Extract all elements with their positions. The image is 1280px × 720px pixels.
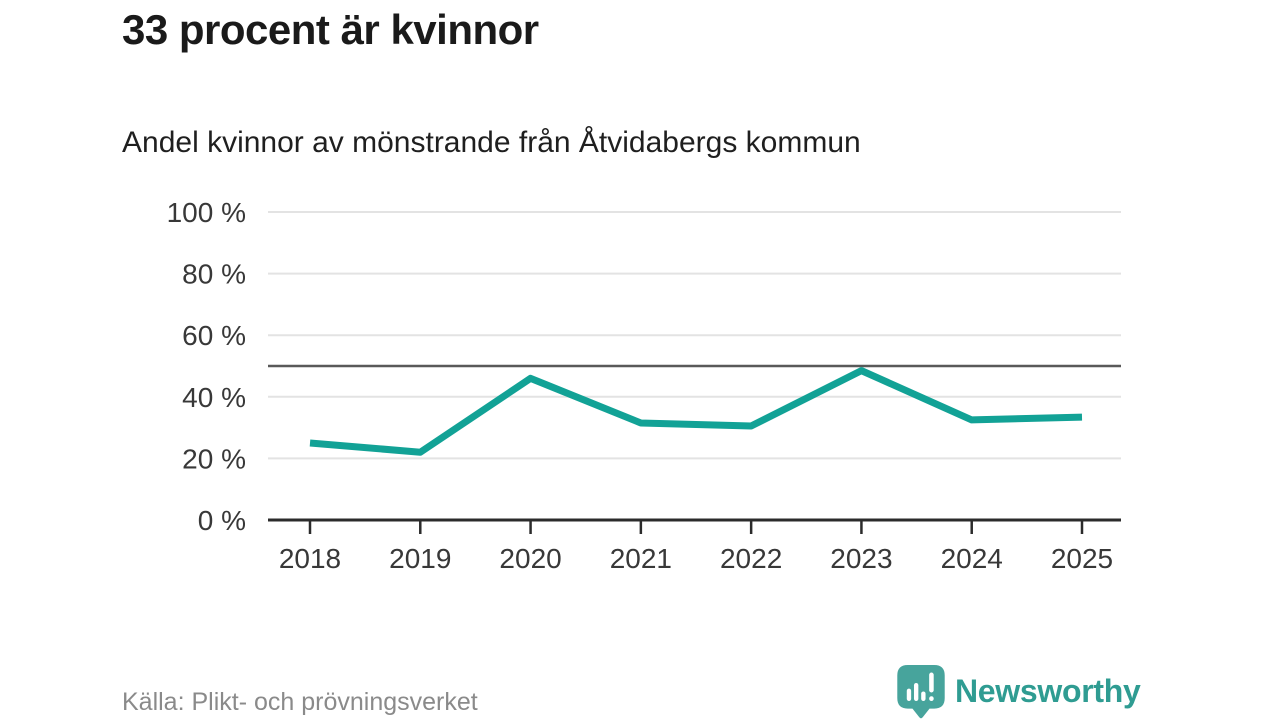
y-tick-label: 60 % [182,320,246,351]
x-tick-label: 2022 [720,543,782,574]
y-tick-label: 40 % [182,382,246,413]
newsworthy-logo-text: Newsworthy [955,673,1141,709]
chart-title: 33 procent är kvinnor [122,6,539,53]
y-tick-label: 0 % [198,505,246,536]
x-tick-label: 2024 [941,543,1003,574]
newsworthy-logo: Newsworthy [896,664,1141,719]
source-text: Källa: Plikt- och prövningsverket [122,688,478,716]
x-tick-label: 2018 [279,543,341,574]
chart-subtitle: Andel kvinnor av mönstrande från Åtvidab… [122,126,861,159]
data-line [309,367,1083,456]
y-tick-label: 80 % [182,259,246,290]
x-tick-label: 2020 [499,543,561,574]
x-tick-label: 2021 [610,543,672,574]
newsworthy-logo-icon [897,664,945,719]
x-tick-label: 2019 [389,543,451,574]
y-tick-label: 20 % [182,443,246,474]
x-tick-label: 2025 [1051,543,1113,574]
y-tick-label: 100 % [167,197,246,228]
x-tick-label: 2023 [830,543,892,574]
